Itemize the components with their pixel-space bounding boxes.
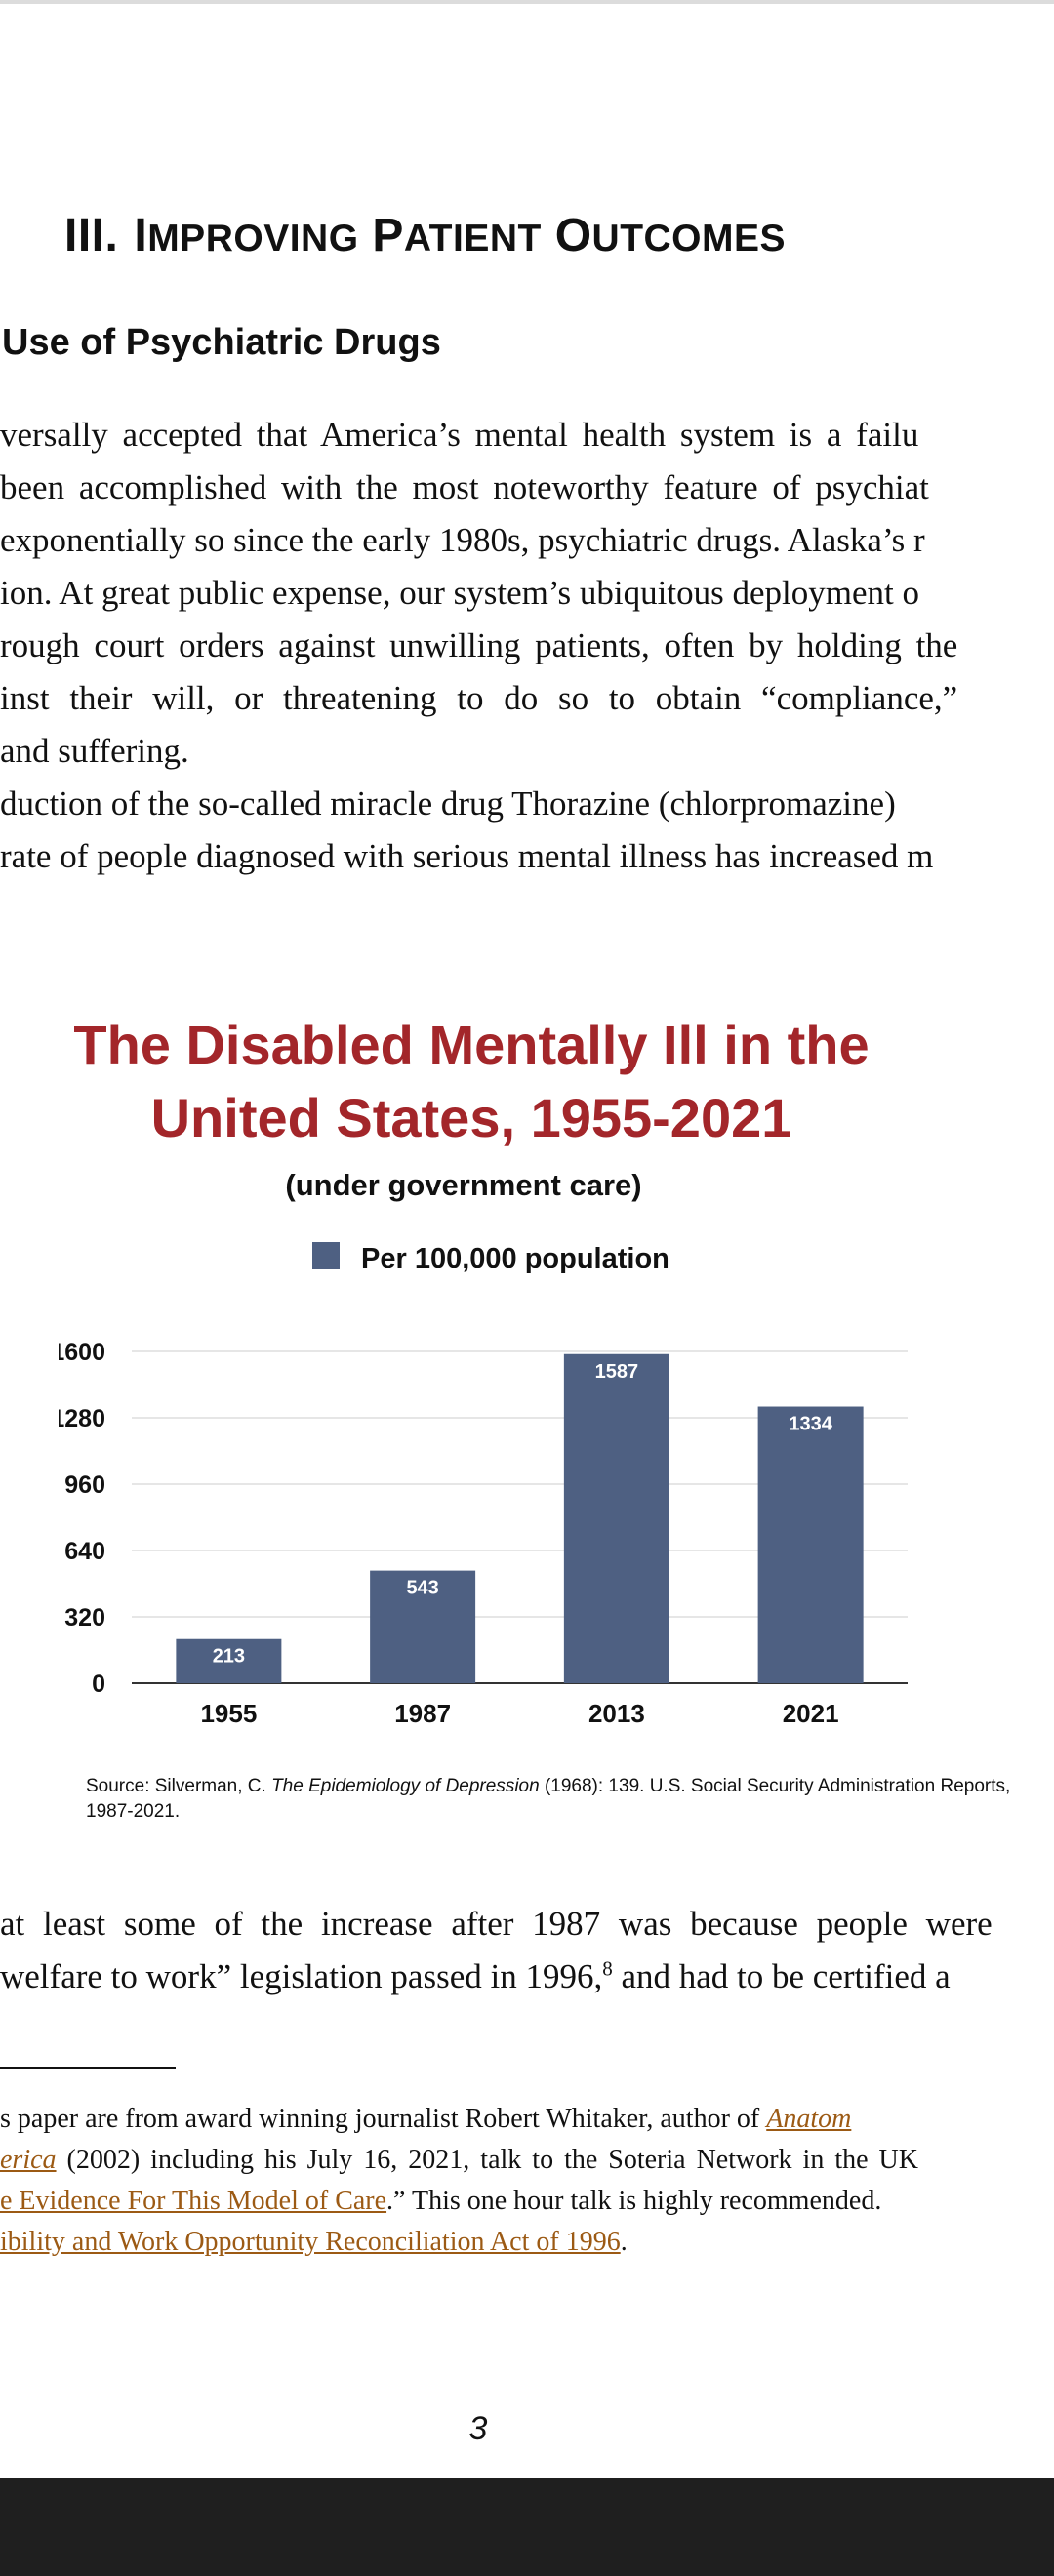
paragraph-line: rate of people diagnosed with serious me… (0, 837, 934, 875)
data-label-2021: 1334 (789, 1414, 832, 1435)
viewer-bottom-bar (0, 2478, 1054, 2576)
x-tick-label: 2021 (783, 1699, 839, 1728)
bar-1987 (370, 1570, 476, 1683)
paragraph-line: ion. At great public expense, our system… (0, 574, 919, 612)
book-link-anatomy[interactable]: Anatom (766, 2104, 852, 2134)
bar-2013 (563, 1353, 669, 1683)
subsection-heading: Use of Psychiatric Drugs (2, 322, 441, 363)
footnote-line: erica (2002) including his July 16, 2021… (0, 2145, 918, 2175)
footnote-line: e Evidence For This Model of Care.” This… (0, 2186, 882, 2216)
talk-link[interactable]: e Evidence For This Model of Care (0, 2186, 387, 2216)
section-heading: III. IMPROVING PATIENT OUTCOMES (64, 210, 787, 262)
y-tick-label: 1280 (59, 1405, 105, 1432)
y-axis-ticks: 1600 1280 960 640 320 0 (59, 1339, 105, 1698)
paragraph-line: welfare to work” legislation passed in 1… (0, 1956, 951, 1995)
y-tick-label: 320 (64, 1604, 105, 1631)
chart-title-line-2: United States, 1955-2021 (151, 1087, 792, 1148)
footnote-ref-8[interactable]: 8 (602, 1956, 613, 1981)
chart-source: Source: Silverman, C. The Epidemiology o… (86, 1776, 1011, 1822)
bar-1955 (176, 1638, 282, 1683)
paragraph-line: duction of the so-called miracle drug Th… (0, 785, 896, 823)
x-tick-label: 1955 (200, 1699, 257, 1728)
chart-bars: 213 543 1587 1334 (176, 1353, 864, 1683)
section-numeral: III. (64, 210, 119, 262)
chart-subtitle: (under government care) (285, 1168, 641, 1202)
y-tick-label: 640 (64, 1538, 105, 1565)
paragraph-line: and suffering. (0, 732, 189, 770)
y-tick-label: 0 (92, 1670, 105, 1698)
paragraph-line: versally accepted that America’s mental … (0, 416, 919, 454)
paragraph-line: been accomplished with the most notewort… (0, 468, 929, 506)
x-tick-label: 1987 (394, 1699, 451, 1728)
y-tick-label: 960 (64, 1471, 105, 1499)
chart-svg: The Disabled Mentally Ill in the United … (59, 1014, 908, 1728)
source-book-title: The Epidemiology of Depression (271, 1776, 540, 1796)
paragraph-line: exponentially so since the early 1980s, … (0, 521, 925, 559)
legend-label: Per 100,000 population (361, 1243, 669, 1274)
footnote-separator (0, 2067, 176, 2069)
data-label-1987: 543 (406, 1578, 438, 1599)
bar-2021 (757, 1406, 864, 1683)
bar-chart: The Disabled Mentally Ill in the United … (59, 986, 1034, 1844)
footnote-line: ibility and Work Opportunity Reconciliat… (0, 2227, 628, 2257)
y-tick-label: 1600 (59, 1339, 105, 1366)
paragraph-line: rough court orders against unwilling pat… (0, 626, 958, 664)
paragraph-line: inst their will, or threatening to do so… (0, 679, 958, 717)
data-label-2013: 1587 (595, 1361, 639, 1383)
act-link[interactable]: ibility and Work Opportunity Reconciliat… (0, 2227, 621, 2257)
document-page: III. IMPROVING PATIENT OUTCOMES Use of Ps… (0, 210, 1034, 2447)
chart-title-line-1: The Disabled Mentally Ill in the (73, 1014, 869, 1075)
page-number: 3 (468, 2410, 488, 2447)
data-label-1955: 213 (213, 1646, 245, 1668)
book-link-america[interactable]: erica (0, 2145, 57, 2175)
footnote-line: s paper are from award winning journalis… (0, 2104, 852, 2134)
top-border (0, 0, 1054, 4)
x-tick-label: 2013 (588, 1699, 645, 1728)
x-axis-ticks: 1955 1987 2013 2021 (200, 1699, 838, 1728)
legend-swatch (312, 1242, 340, 1269)
paragraph-line: at least some of the increase after 1987… (0, 1905, 993, 1943)
